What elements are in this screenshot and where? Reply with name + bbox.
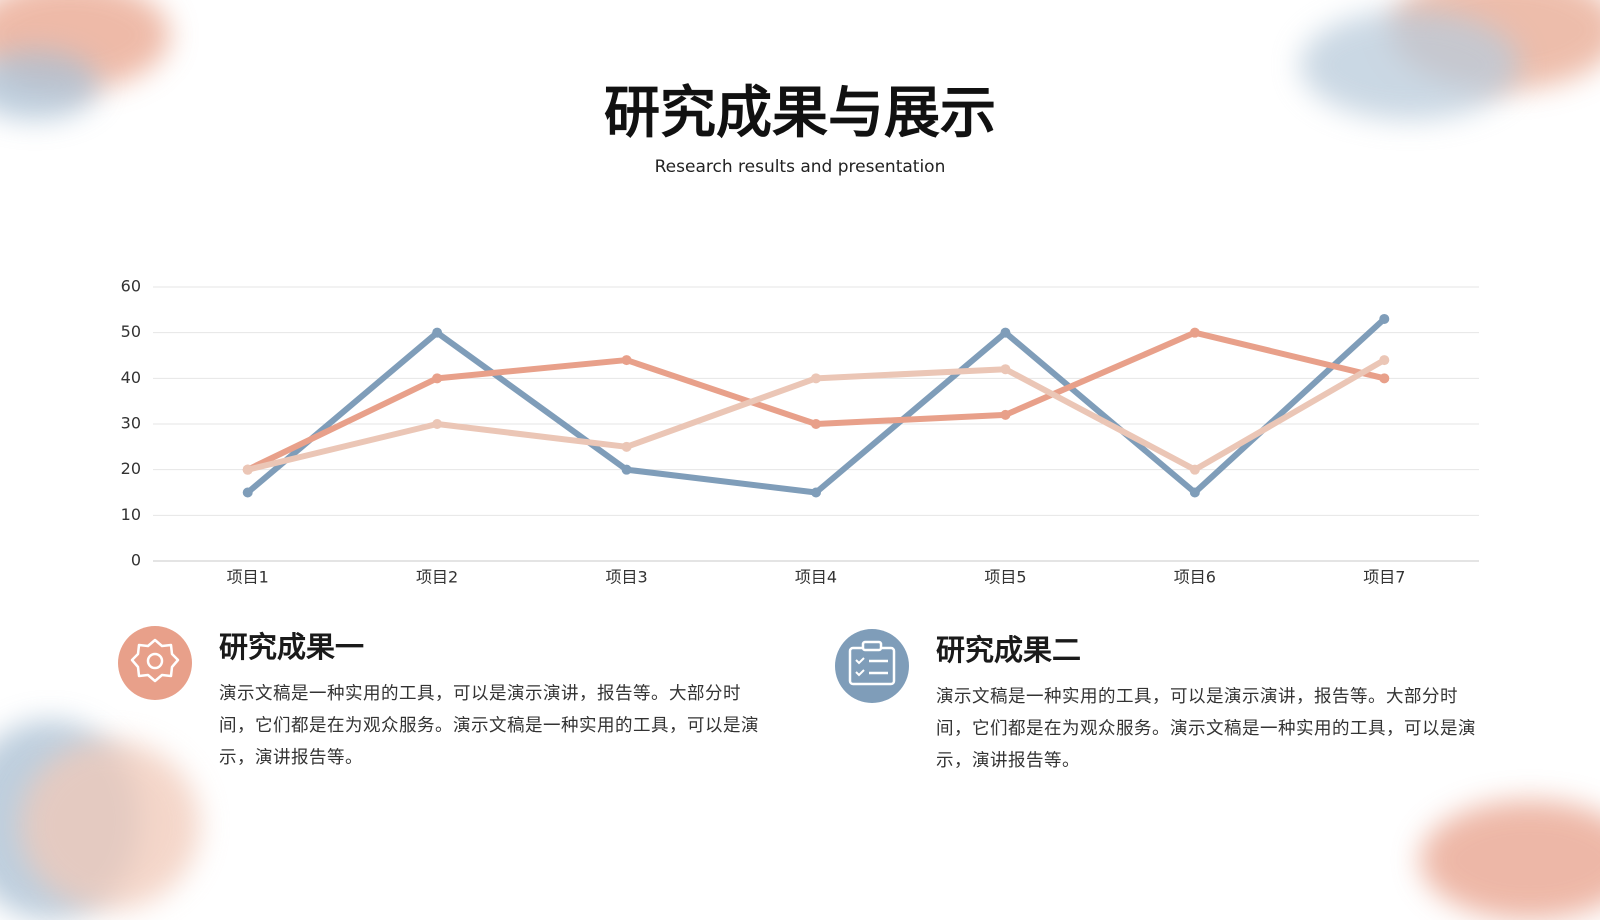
decor <box>20 740 200 910</box>
y-tick-label: 60 <box>121 277 141 296</box>
data-point <box>1000 364 1011 375</box>
data-point <box>1000 327 1011 338</box>
data-point <box>1379 355 1390 366</box>
item-text: 演示文稿是一种实用的工具，可以是演示演讲，报告等。大部分时间，它们都是在为观众服… <box>219 684 759 768</box>
item-text: 演示文稿是一种实用的工具，可以是演示演讲，报告等。大部分时间，它们都是在为观众服… <box>936 687 1476 771</box>
item: 研究成果二 演示文稿是一种实用的工具，可以是演示演讲，报告等。大部分时间，它们都… <box>936 627 1481 777</box>
data-point <box>811 419 821 429</box>
subtitle: Research results and presentation <box>655 157 946 177</box>
decor <box>1300 10 1520 120</box>
y-tick-label: 10 <box>121 505 141 524</box>
data-point <box>1189 464 1200 475</box>
x-tick-label: 项目1 <box>227 568 269 587</box>
series-line <box>244 315 1388 496</box>
data-point <box>1379 373 1390 384</box>
data-point <box>1379 313 1390 324</box>
data-point <box>621 464 632 475</box>
x-tick-label: 项目5 <box>984 568 1026 587</box>
data-point <box>242 487 253 498</box>
data-point <box>432 327 443 338</box>
y-tick-label: 50 <box>121 322 141 341</box>
x-tick-label: 项目3 <box>605 568 647 587</box>
y-tick-label: 30 <box>121 414 141 433</box>
data-point <box>621 441 632 452</box>
data-point <box>1189 327 1200 338</box>
x-tick-label: 项目2 <box>416 568 458 587</box>
series-line <box>244 329 1388 473</box>
y-tick-label: 40 <box>121 368 141 387</box>
item-title: 研究成果一 <box>219 630 365 664</box>
chart: 研究成果与展示 Research results and presentatio… <box>118 81 1479 703</box>
data-point <box>811 373 821 384</box>
data-point <box>432 373 443 384</box>
decor <box>0 50 100 120</box>
data-point <box>432 419 443 429</box>
data-point <box>1000 409 1011 420</box>
data-point <box>621 355 632 366</box>
data-point <box>811 487 821 498</box>
x-tick-label: 项目7 <box>1363 568 1405 587</box>
x-tick-label: 项目4 <box>795 568 837 587</box>
y-tick-label: 20 <box>121 459 141 478</box>
data-point <box>1189 487 1200 498</box>
item: 研究成果一 演示文稿是一种实用的工具，可以是演示演讲，报告等。大部分时间，它们都… <box>219 624 764 774</box>
y-tick-label: 0 <box>131 551 141 570</box>
x-tick-label: 项目6 <box>1174 568 1216 587</box>
data-point <box>242 464 253 475</box>
title: 研究成果与展示 <box>604 81 996 146</box>
icon-list <box>835 629 909 703</box>
item-title: 研究成果二 <box>936 633 1082 667</box>
icon-gear <box>118 626 192 700</box>
